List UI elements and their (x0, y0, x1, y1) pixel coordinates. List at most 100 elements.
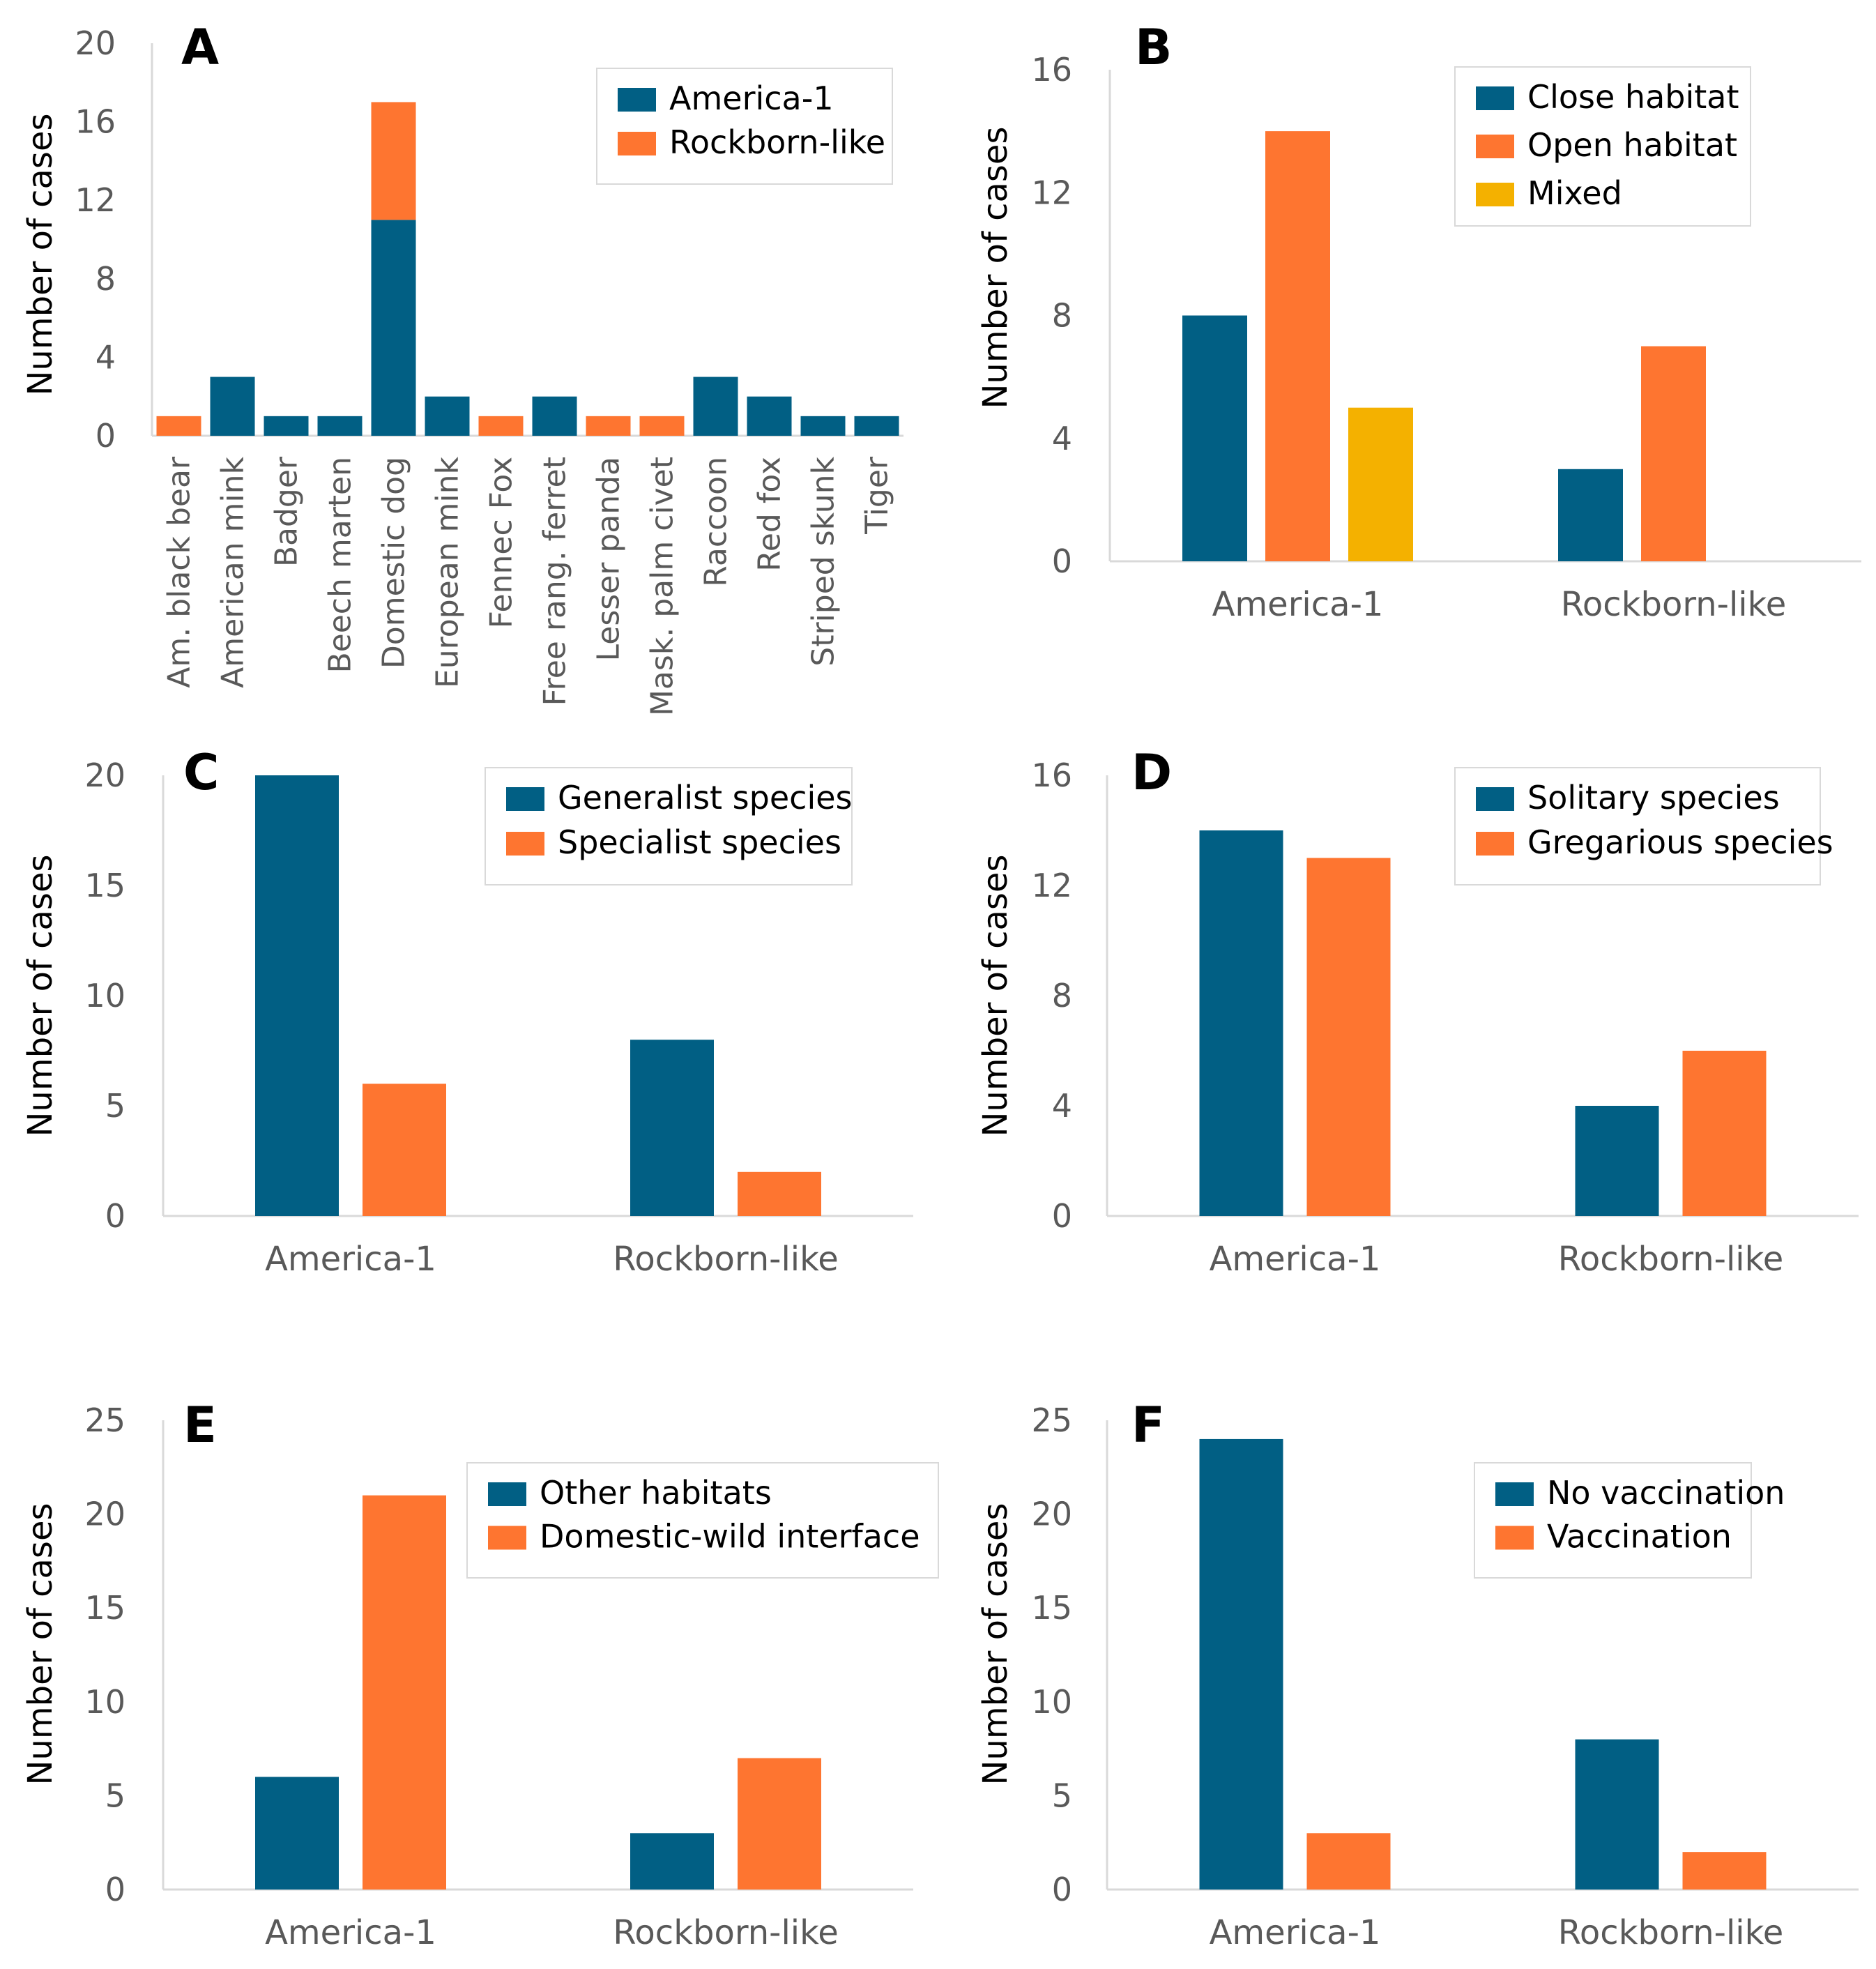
x-tick-label: Rockborn-like (613, 1240, 839, 1279)
legend: America-1 Rockborn-like (596, 68, 893, 185)
x-tick-label: Badger (269, 456, 305, 567)
legend-label: Rockborn-like (669, 123, 885, 161)
x-tick-label: Am. black bear (162, 456, 197, 688)
panel-f: 0 5 10 15 20 25 Number of cases F America-1 Rockb… (976, 1397, 1859, 1952)
bar (255, 1777, 339, 1890)
y-tick-label: 4 (96, 338, 116, 376)
y-axis-title: Number of cases (976, 127, 1015, 409)
x-tick-label: Rockborn-like (1561, 585, 1787, 624)
bar (532, 396, 577, 436)
y-tick-label: 8 (1052, 977, 1072, 1014)
x-tick-label: America-1 (1212, 585, 1384, 624)
y-tick-label: 16 (1031, 51, 1072, 89)
bar (693, 377, 738, 436)
legend-label: Specialist species (558, 823, 841, 861)
bar (1265, 131, 1330, 561)
panel-a: 0 4 8 12 16 20 Number of cases A Am. black bear A… (21, 19, 903, 716)
y-tick-label: 0 (1052, 1871, 1072, 1908)
legend-label: Vaccination (1547, 1518, 1732, 1556)
y-tick-label: 5 (1052, 1777, 1072, 1814)
bar (156, 416, 201, 436)
x-tick-label: Rockborn-like (1558, 1240, 1784, 1279)
y-tick-label: 4 (1052, 1087, 1072, 1125)
legend-swatch (1495, 1526, 1534, 1550)
panel-e: 0 5 10 15 20 25 Number of cases E America-1 Rockb… (21, 1397, 939, 1952)
panel-c: 0 5 10 15 20 Number of cases C America-1 Rockbor… (21, 744, 913, 1279)
legend-box (466, 1462, 939, 1579)
legend-box (596, 68, 893, 185)
y-tick-label: 10 (84, 1683, 125, 1721)
y-axis-title: Number of cases (21, 855, 60, 1137)
y-tick-label: 15 (84, 867, 125, 904)
y-axis-title: Number of cases (21, 1503, 60, 1786)
y-tick-label: 25 (84, 1401, 125, 1439)
y-tick-label: 25 (1031, 1401, 1072, 1439)
legend-label: Domestic-wild interface (540, 1518, 920, 1556)
y-tick-label: 8 (96, 260, 116, 298)
x-tick-label: Rockborn-like (613, 1913, 839, 1952)
bar (478, 416, 524, 436)
bar (1348, 407, 1413, 561)
x-tick-label: Raccoon (699, 457, 734, 587)
legend-box (1454, 767, 1821, 885)
bar (854, 416, 899, 436)
legend: Close habitat Open habitat Mixed (1454, 66, 1751, 227)
y-tick-label: 12 (1031, 174, 1072, 211)
y-tick-label: 8 (1052, 297, 1072, 335)
x-tick-label: American mink (215, 456, 251, 687)
x-tick-label: Lesser panda (591, 457, 627, 661)
x-tick-label: Red fox (752, 457, 788, 572)
legend-label: Solitary species (1527, 779, 1780, 816)
x-tick-label: Rockborn-like (1558, 1913, 1784, 1952)
y-tick-label: 15 (1031, 1589, 1072, 1627)
bar (1682, 1852, 1767, 1890)
y-tick-label: 10 (84, 977, 125, 1014)
bar (425, 396, 470, 436)
panel-letter: C (183, 744, 219, 801)
x-tick-label: America-1 (1210, 1913, 1381, 1952)
legend-swatch (1476, 183, 1514, 206)
legend-swatch (1476, 832, 1514, 856)
bar (738, 1758, 821, 1890)
legend-swatch (506, 832, 544, 856)
x-tick-label: Fennec Fox (484, 457, 519, 628)
legend-label: Mixed (1527, 174, 1622, 212)
y-axis-title: Number of cases (21, 114, 60, 396)
y-tick-label: 5 (105, 1087, 125, 1125)
y-tick-label: 20 (84, 1496, 125, 1533)
bar (371, 220, 416, 436)
bar (210, 377, 255, 436)
legend-label: No vaccination (1547, 1474, 1785, 1512)
bar (371, 102, 416, 220)
bar (630, 1040, 714, 1216)
bar (639, 416, 685, 436)
legend-label: Generalist species (558, 779, 853, 816)
y-tick-label: 4 (1052, 420, 1072, 457)
legend-swatch (488, 1526, 526, 1550)
y-tick-label: 12 (1031, 867, 1072, 904)
legend: No vaccination Vaccination (1474, 1462, 1785, 1579)
y-axis-title: Number of cases (976, 855, 1015, 1137)
y-tick-label: 5 (105, 1777, 125, 1814)
bar (738, 1171, 821, 1216)
bar (1199, 830, 1283, 1216)
bar (255, 775, 339, 1216)
panel-letter: F (1131, 1397, 1165, 1454)
bar (1575, 1106, 1659, 1216)
panel-d: 0 4 8 12 16 Number of cases D America-1 Rockborn… (976, 744, 1859, 1279)
bar (586, 416, 631, 436)
bar (1558, 469, 1623, 561)
x-tick-label: Beech marten (323, 457, 358, 674)
panel-letter: A (181, 19, 219, 76)
x-tick-label: America-1 (1210, 1240, 1381, 1279)
x-tick-label: European mink (430, 456, 466, 688)
x-tick-label: Domestic dog (376, 457, 412, 669)
x-tick-label: America-1 (265, 1240, 436, 1279)
panel-b: 0 4 8 12 16 Number of cases B America-1 Rockborn… (976, 19, 1861, 624)
y-tick-label: 0 (105, 1197, 125, 1235)
y-tick-label: 10 (1031, 1683, 1072, 1721)
bar (1182, 315, 1247, 561)
y-tick-label: 20 (1031, 1496, 1072, 1533)
legend-swatch (1495, 1482, 1534, 1506)
legend: Solitary species Gregarious species (1454, 767, 1833, 885)
